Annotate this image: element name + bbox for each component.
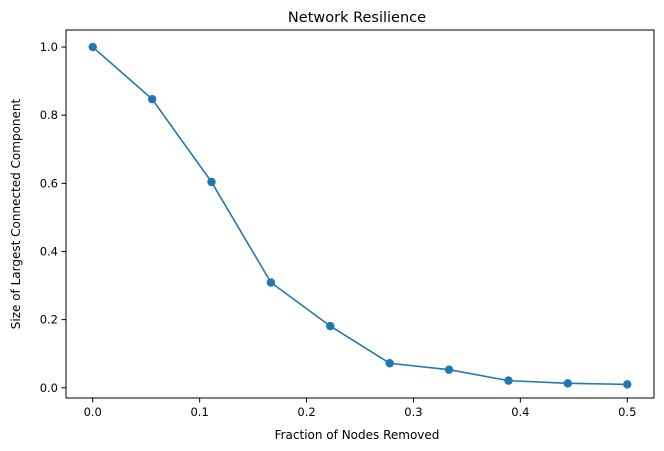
- y-axis: 0.0 0.2 0.4 0.6 0.8 1.0: [40, 40, 66, 395]
- chart-title: Network Resilience: [288, 10, 426, 26]
- series-layer: [88, 42, 632, 389]
- x-tick-label: 0.3: [404, 405, 422, 419]
- data-point: [504, 376, 513, 385]
- y-tick-label: 1.0: [40, 40, 58, 54]
- data-point: [563, 379, 573, 388]
- x-axis: 0.0 0.1 0.2 0.3 0.4 0.5: [84, 398, 636, 419]
- x-axis-label: Fraction of Nodes Removed: [275, 428, 440, 442]
- x-tick-label: 0.0: [84, 405, 102, 419]
- y-tick-label: 0.6: [40, 176, 58, 190]
- data-point: [147, 94, 157, 104]
- x-tick-label: 0.5: [618, 405, 636, 419]
- data-point: [385, 359, 394, 368]
- x-tick-label: 0.1: [190, 405, 208, 419]
- data-point: [444, 365, 454, 374]
- data-point: [88, 42, 97, 52]
- y-axis-label: Size of Largest Connected Component: [9, 98, 23, 329]
- x-tick-label: 0.2: [297, 405, 315, 419]
- data-point: [266, 278, 276, 287]
- data-point: [326, 321, 335, 331]
- plot-area-frame: [65, 29, 655, 399]
- x-tick-label: 0.4: [511, 405, 529, 419]
- y-tick-label: 0.4: [40, 244, 58, 258]
- y-tick-label: 0.8: [40, 108, 58, 122]
- series-line: [92, 46, 628, 386]
- data-point: [623, 380, 632, 389]
- data-point: [207, 177, 216, 187]
- y-tick-label: 0.0: [40, 381, 58, 395]
- y-tick-label: 0.2: [40, 313, 58, 327]
